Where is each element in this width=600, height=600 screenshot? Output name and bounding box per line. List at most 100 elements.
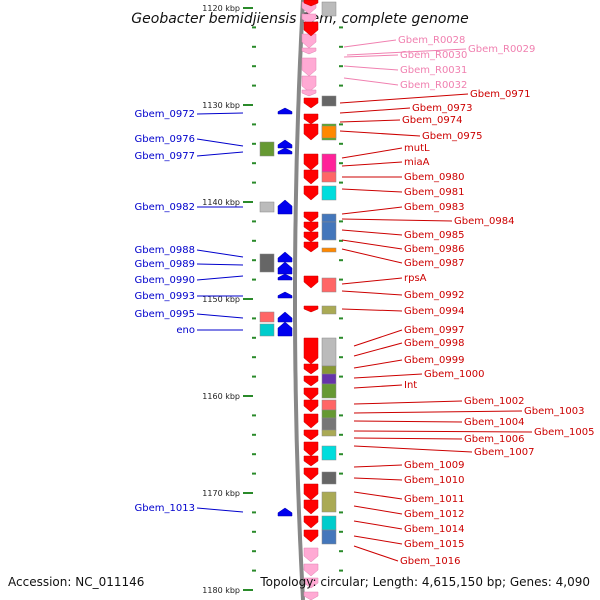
rna-feature-arrow bbox=[301, 33, 317, 49]
right-gene-label: Gbem_1004 bbox=[464, 417, 524, 428]
left-label-leader-line bbox=[196, 275, 244, 281]
function-color-bar bbox=[321, 471, 337, 485]
right-gene-label: Gbem_1014 bbox=[404, 524, 464, 535]
left-gene-label: Gbem_0982 bbox=[135, 202, 195, 213]
left-label-leader-line bbox=[196, 507, 244, 513]
function-color-bar bbox=[321, 221, 337, 241]
right-gene-label: Gbem_1016 bbox=[400, 556, 460, 567]
function-color-bar bbox=[321, 305, 337, 315]
left-gene-label: Gbem_1013 bbox=[135, 503, 195, 514]
forward-strand-gene-arrow bbox=[303, 483, 319, 501]
left-gene-label: Gbem_0972 bbox=[135, 109, 195, 120]
function-color-bar bbox=[321, 1, 337, 17]
rna-feature-arrow bbox=[301, 47, 317, 55]
forward-strand-gene-arrow bbox=[303, 441, 319, 457]
right-label-leader-line bbox=[353, 384, 403, 389]
rna-feature-arrow bbox=[303, 547, 319, 563]
rna-feature-arrow bbox=[303, 591, 319, 600]
right-gene-label: Int bbox=[404, 380, 417, 391]
right-label-leader-line bbox=[343, 65, 399, 71]
left-label-leader-line bbox=[196, 263, 244, 266]
right-gene-label: Gbem_0987 bbox=[404, 258, 464, 269]
forward-strand-gene-arrow bbox=[303, 387, 319, 401]
forward-strand-gene-arrow bbox=[303, 211, 319, 223]
forward-strand-gene-arrow bbox=[303, 529, 319, 543]
scale-tick-label: 1140 kbp bbox=[202, 198, 240, 207]
function-color-bar bbox=[321, 365, 337, 375]
left-label-leader-line bbox=[196, 112, 244, 115]
left-label-leader-line bbox=[196, 313, 244, 319]
forward-strand-gene-arrow bbox=[303, 413, 319, 429]
left-label-leader-line bbox=[196, 151, 244, 157]
left-gene-labels: Gbem_0972 Gbem_0976 Gbem_0977 Gbem_0982 Gbem… bbox=[135, 109, 244, 514]
topology-text: Topology: circular; Length: 4,615,150 bp… bbox=[259, 575, 590, 589]
right-gene-label: Gbem_1015 bbox=[404, 539, 464, 550]
right-label-leader-line bbox=[353, 420, 463, 423]
reverse-strand-gene-arrow bbox=[277, 139, 293, 149]
right-gene-label: Gbem_1010 bbox=[404, 475, 464, 486]
function-color-bar bbox=[321, 429, 337, 437]
rna-feature-arrow bbox=[303, 563, 319, 577]
forward-strand-gene-arrow bbox=[303, 455, 319, 467]
forward-strand-gene-arrow bbox=[303, 21, 319, 37]
function-color-bar bbox=[321, 445, 337, 461]
right-gene-label: Gbem_R0030 bbox=[400, 50, 467, 61]
right-label-leader-line bbox=[341, 206, 403, 215]
right-gene-label: Gbem_R0029 bbox=[468, 44, 535, 55]
right-gene-label: Gbem_0985 bbox=[404, 230, 464, 241]
right-label-leader-line bbox=[341, 188, 403, 193]
left-gene-label: Gbem_0995 bbox=[135, 309, 195, 320]
right-label-leader-line bbox=[341, 161, 403, 167]
right-gene-label: mutL bbox=[404, 143, 430, 154]
right-gene-label: Gbem_0997 bbox=[404, 325, 464, 336]
rna-feature-arrow bbox=[301, 89, 317, 97]
function-color-bar bbox=[321, 409, 337, 419]
scale-tick-label: 1180 kbp bbox=[202, 586, 240, 595]
right-gene-label: Gbem_1002 bbox=[464, 396, 524, 407]
right-gene-label: Gbem_R0028 bbox=[398, 35, 465, 46]
forward-strand-gene-arrow bbox=[303, 467, 319, 481]
forward-strand-gene-arrow bbox=[303, 375, 319, 387]
right-gene-label: Gbem_1007 bbox=[474, 447, 534, 458]
right-gene-label: Gbem_0992 bbox=[404, 290, 464, 301]
forward-strand-gene-arrow bbox=[303, 337, 319, 365]
forward-strand-gene-arrow bbox=[303, 429, 319, 441]
right-label-leader-line bbox=[353, 445, 473, 453]
rna-feature-arrow bbox=[301, 13, 317, 25]
scale-tick-label: 1150 kbp bbox=[202, 295, 240, 304]
scale-tick-label: 1120 kbp bbox=[202, 4, 240, 13]
reverse-strand-gene-arrow bbox=[277, 107, 293, 115]
accession-text: Accession: NC_011146 bbox=[8, 575, 144, 589]
function-color-bar bbox=[321, 125, 337, 139]
right-label-leader-line bbox=[339, 93, 469, 104]
right-gene-label: Gbem_0984 bbox=[454, 216, 514, 227]
right-gene-label: Gbem_0975 bbox=[422, 131, 482, 142]
function-color-bar bbox=[321, 95, 337, 107]
reverse-strand-gene-arrow bbox=[277, 291, 293, 299]
forward-strand-gene-arrow bbox=[303, 363, 319, 375]
right-gene-label: rpsA bbox=[404, 273, 427, 284]
forward-strand-gene-arrow bbox=[303, 97, 319, 109]
backbone-line bbox=[293, 0, 305, 600]
forward-strand-gene-arrow bbox=[303, 515, 319, 529]
left-gene-label: Gbem_0977 bbox=[135, 151, 195, 162]
reverse-strand-gene-arrow bbox=[277, 321, 293, 337]
function-color-bar bbox=[321, 247, 337, 253]
left-gene-label: Gbem_0989 bbox=[135, 259, 195, 270]
right-gene-label: Gbem_0980 bbox=[404, 172, 464, 183]
rna-feature-arrow bbox=[301, 57, 317, 77]
right-label-leader-line bbox=[341, 147, 403, 159]
function-color-bar bbox=[321, 213, 337, 223]
function-color-bar bbox=[321, 399, 337, 411]
right-label-leader-line bbox=[353, 545, 399, 562]
right-label-leader-line bbox=[343, 39, 397, 48]
right-gene-label: Gbem_0981 bbox=[404, 187, 464, 198]
right-label-leader-line bbox=[341, 229, 403, 236]
right-label-leader-line bbox=[339, 130, 421, 137]
left-gene-label: Gbem_0990 bbox=[135, 275, 195, 286]
gene-features bbox=[277, 0, 319, 600]
forward-strand-gene-arrow bbox=[303, 221, 319, 233]
scale-ticks: 1120 kbp 1130 kbp 1140 kbp 1150 kbp 1160 kbp… bbox=[202, 4, 343, 595]
reverse-strand-gene-arrow bbox=[277, 507, 293, 517]
